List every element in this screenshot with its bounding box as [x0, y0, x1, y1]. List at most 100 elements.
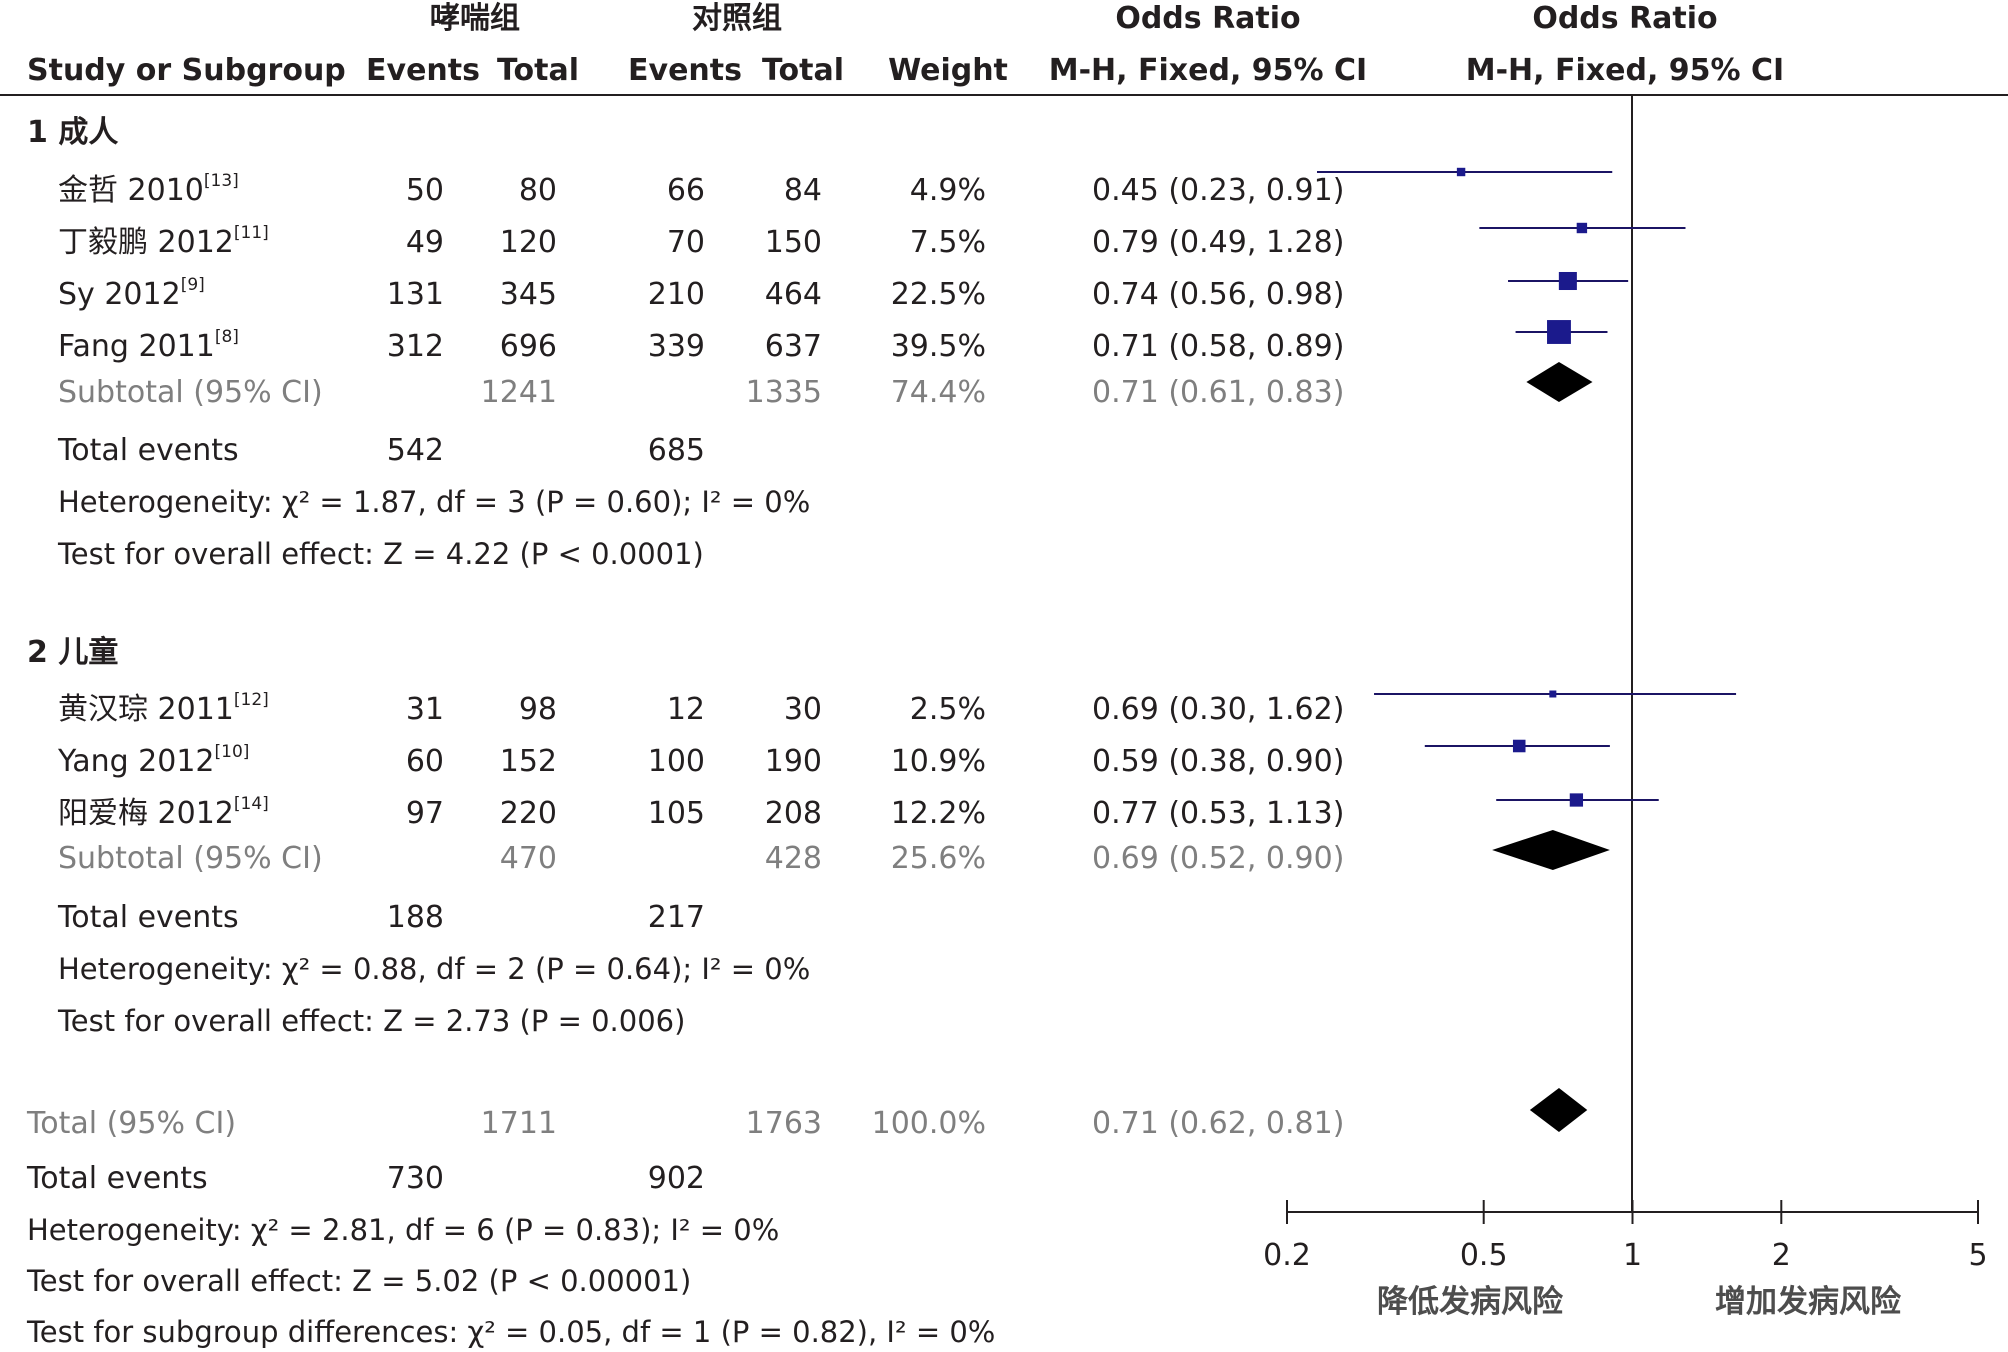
group1-header: 哮喘组 [430, 1, 520, 36]
ci-text: 0.79 (0.49, 1.28) [1092, 225, 1344, 260]
subgroup-differences-text: Test for subgroup differences: χ² = 0.05… [26, 1315, 995, 1349]
subtotal-total-2: 428 [765, 841, 822, 876]
study-row: 黄汉琮 2011[12] 31 98 12 30 2.5% 0.69 (0.30… [58, 690, 1344, 727]
total-total-2: 1763 [746, 1106, 822, 1141]
weight: 2.5% [910, 692, 986, 727]
study-ref: [13] [204, 171, 239, 191]
subtotal-diamond [1492, 830, 1610, 870]
or-title-left: Odds Ratio [1115, 1, 1300, 36]
overall-effect-text: Test for overall effect: Z = 2.73 (P = 0… [57, 1004, 685, 1038]
events-2: 210 [648, 277, 705, 312]
study-name: 丁毅鹏 2012[11] [58, 223, 269, 260]
overall-effect-text: Test for overall effect: Z = 5.02 (P < 0… [26, 1264, 691, 1298]
total1-header: Total [497, 53, 579, 88]
subtotal-diamond [1526, 362, 1593, 402]
total-events-2: 685 [648, 433, 705, 468]
total-1: 345 [500, 277, 557, 312]
events-2: 105 [648, 796, 705, 831]
total-2: 150 [765, 225, 822, 260]
study-row: 阳爱梅 2012[14] 97 220 105 208 12.2% 0.77 (… [58, 794, 1344, 831]
total2-header: Total [762, 53, 844, 88]
total-2: 84 [784, 173, 822, 208]
weight: 39.5% [891, 329, 986, 364]
subgroup-title: 1 成人 [27, 115, 118, 150]
total-1: 220 [500, 796, 557, 831]
total-total-1: 1711 [481, 1106, 557, 1141]
subtotal-label: Subtotal (95% CI) [58, 375, 323, 410]
study-square [1456, 167, 1466, 177]
total-events-1: 730 [387, 1161, 444, 1196]
total-events-label: Total events [57, 433, 239, 468]
study-name: Sy 2012[9] [58, 275, 205, 312]
events-2: 66 [667, 173, 705, 208]
subtotal-total-2: 1335 [746, 375, 822, 410]
study-row: 丁毅鹏 2012[11] 49 120 70 150 7.5% 0.79 (0.… [58, 223, 1344, 260]
subtotal-ci-text: 0.71 (0.61, 0.83) [1092, 375, 1344, 410]
ci-text: 0.77 (0.53, 1.13) [1092, 796, 1344, 831]
plot-marks [1317, 167, 1737, 1132]
events2-header: Events [628, 53, 742, 88]
total-weight: 100.0% [872, 1106, 986, 1141]
subgroup-title: 2 儿童 [27, 635, 118, 670]
study-name: 金哲 2010[13] [58, 171, 239, 208]
study-name: 阳爱梅 2012[14] [58, 794, 269, 831]
total-events-1: 542 [387, 433, 444, 468]
total-events-label: Total events [57, 900, 239, 935]
ci-text: 0.59 (0.38, 0.90) [1092, 744, 1344, 779]
events1-header: Events [366, 53, 480, 88]
overall-diamond [1529, 1088, 1588, 1132]
study-ref: [8] [215, 327, 239, 347]
favours-left-label: 降低发病风险 [1377, 1284, 1564, 1320]
total-row: Total (95% CI) 1711 1763 100.0% 0.71 (0.… [26, 1106, 1344, 1141]
subtotal-weight: 25.6% [891, 841, 986, 876]
study-square [1576, 222, 1588, 234]
study-row: Fang 2011[8] 312 696 339 637 39.5% 0.71 … [58, 327, 1344, 364]
weight: 22.5% [891, 277, 986, 312]
heterogeneity-text: Heterogeneity: χ² = 0.88, df = 2 (P = 0.… [58, 952, 810, 986]
axis-tick-label: 5 [1968, 1238, 1987, 1273]
study-ref: [12] [234, 690, 269, 710]
ci-text: 0.71 (0.58, 0.89) [1092, 329, 1344, 364]
subtotal-row: Subtotal (95% CI) 470 428 25.6% 0.69 (0.… [58, 841, 1344, 876]
study-ref: [10] [215, 742, 250, 762]
events-1: 50 [406, 173, 444, 208]
total-events-2: 217 [648, 900, 705, 935]
total-2: 190 [765, 744, 822, 779]
study-row: Yang 2012[10] 60 152 100 190 10.9% 0.59 … [57, 742, 1344, 779]
events-1: 31 [406, 692, 444, 727]
events-1: 60 [406, 744, 444, 779]
events-2: 339 [648, 329, 705, 364]
study-square [1512, 739, 1526, 753]
study-square [1558, 271, 1577, 291]
total-2: 30 [784, 692, 822, 727]
subtotal-ci-text: 0.69 (0.52, 0.90) [1092, 841, 1344, 876]
total-1: 120 [500, 225, 557, 260]
study-name: Yang 2012[10] [57, 742, 249, 779]
study-ref: [9] [181, 275, 205, 295]
total-ci-text: 0.71 (0.62, 0.81) [1092, 1106, 1344, 1141]
study-name: 黄汉琮 2011[12] [58, 690, 269, 727]
events-1: 131 [387, 277, 444, 312]
weight: 7.5% [910, 225, 986, 260]
total-1: 80 [519, 173, 557, 208]
or-method-left: M-H, Fixed, 95% CI [1049, 53, 1367, 88]
subtotal-row: Subtotal (95% CI) 1241 1335 74.4% 0.71 (… [58, 375, 1344, 410]
events-2: 70 [667, 225, 705, 260]
axis-tick-label: 0.2 [1263, 1238, 1311, 1273]
study-row: 金哲 2010[13] 50 80 66 84 4.9% 0.45 (0.23,… [58, 171, 1344, 208]
total-events-1: 188 [387, 900, 444, 935]
events-1: 49 [406, 225, 444, 260]
study-column-header: Study or Subgroup [27, 53, 346, 88]
total-events-row: Total events 730 902 [26, 1161, 705, 1196]
study-ref: [11] [234, 223, 269, 243]
or-title-right: Odds Ratio [1532, 1, 1717, 36]
weight: 12.2% [891, 796, 986, 831]
heterogeneity-text: Heterogeneity: χ² = 1.87, df = 3 (P = 0.… [58, 485, 810, 519]
subtotal-weight: 74.4% [891, 375, 986, 410]
weight: 4.9% [910, 173, 986, 208]
events-1: 312 [387, 329, 444, 364]
study-ref: [14] [234, 794, 269, 814]
total-1: 152 [500, 744, 557, 779]
total-2: 637 [765, 329, 822, 364]
